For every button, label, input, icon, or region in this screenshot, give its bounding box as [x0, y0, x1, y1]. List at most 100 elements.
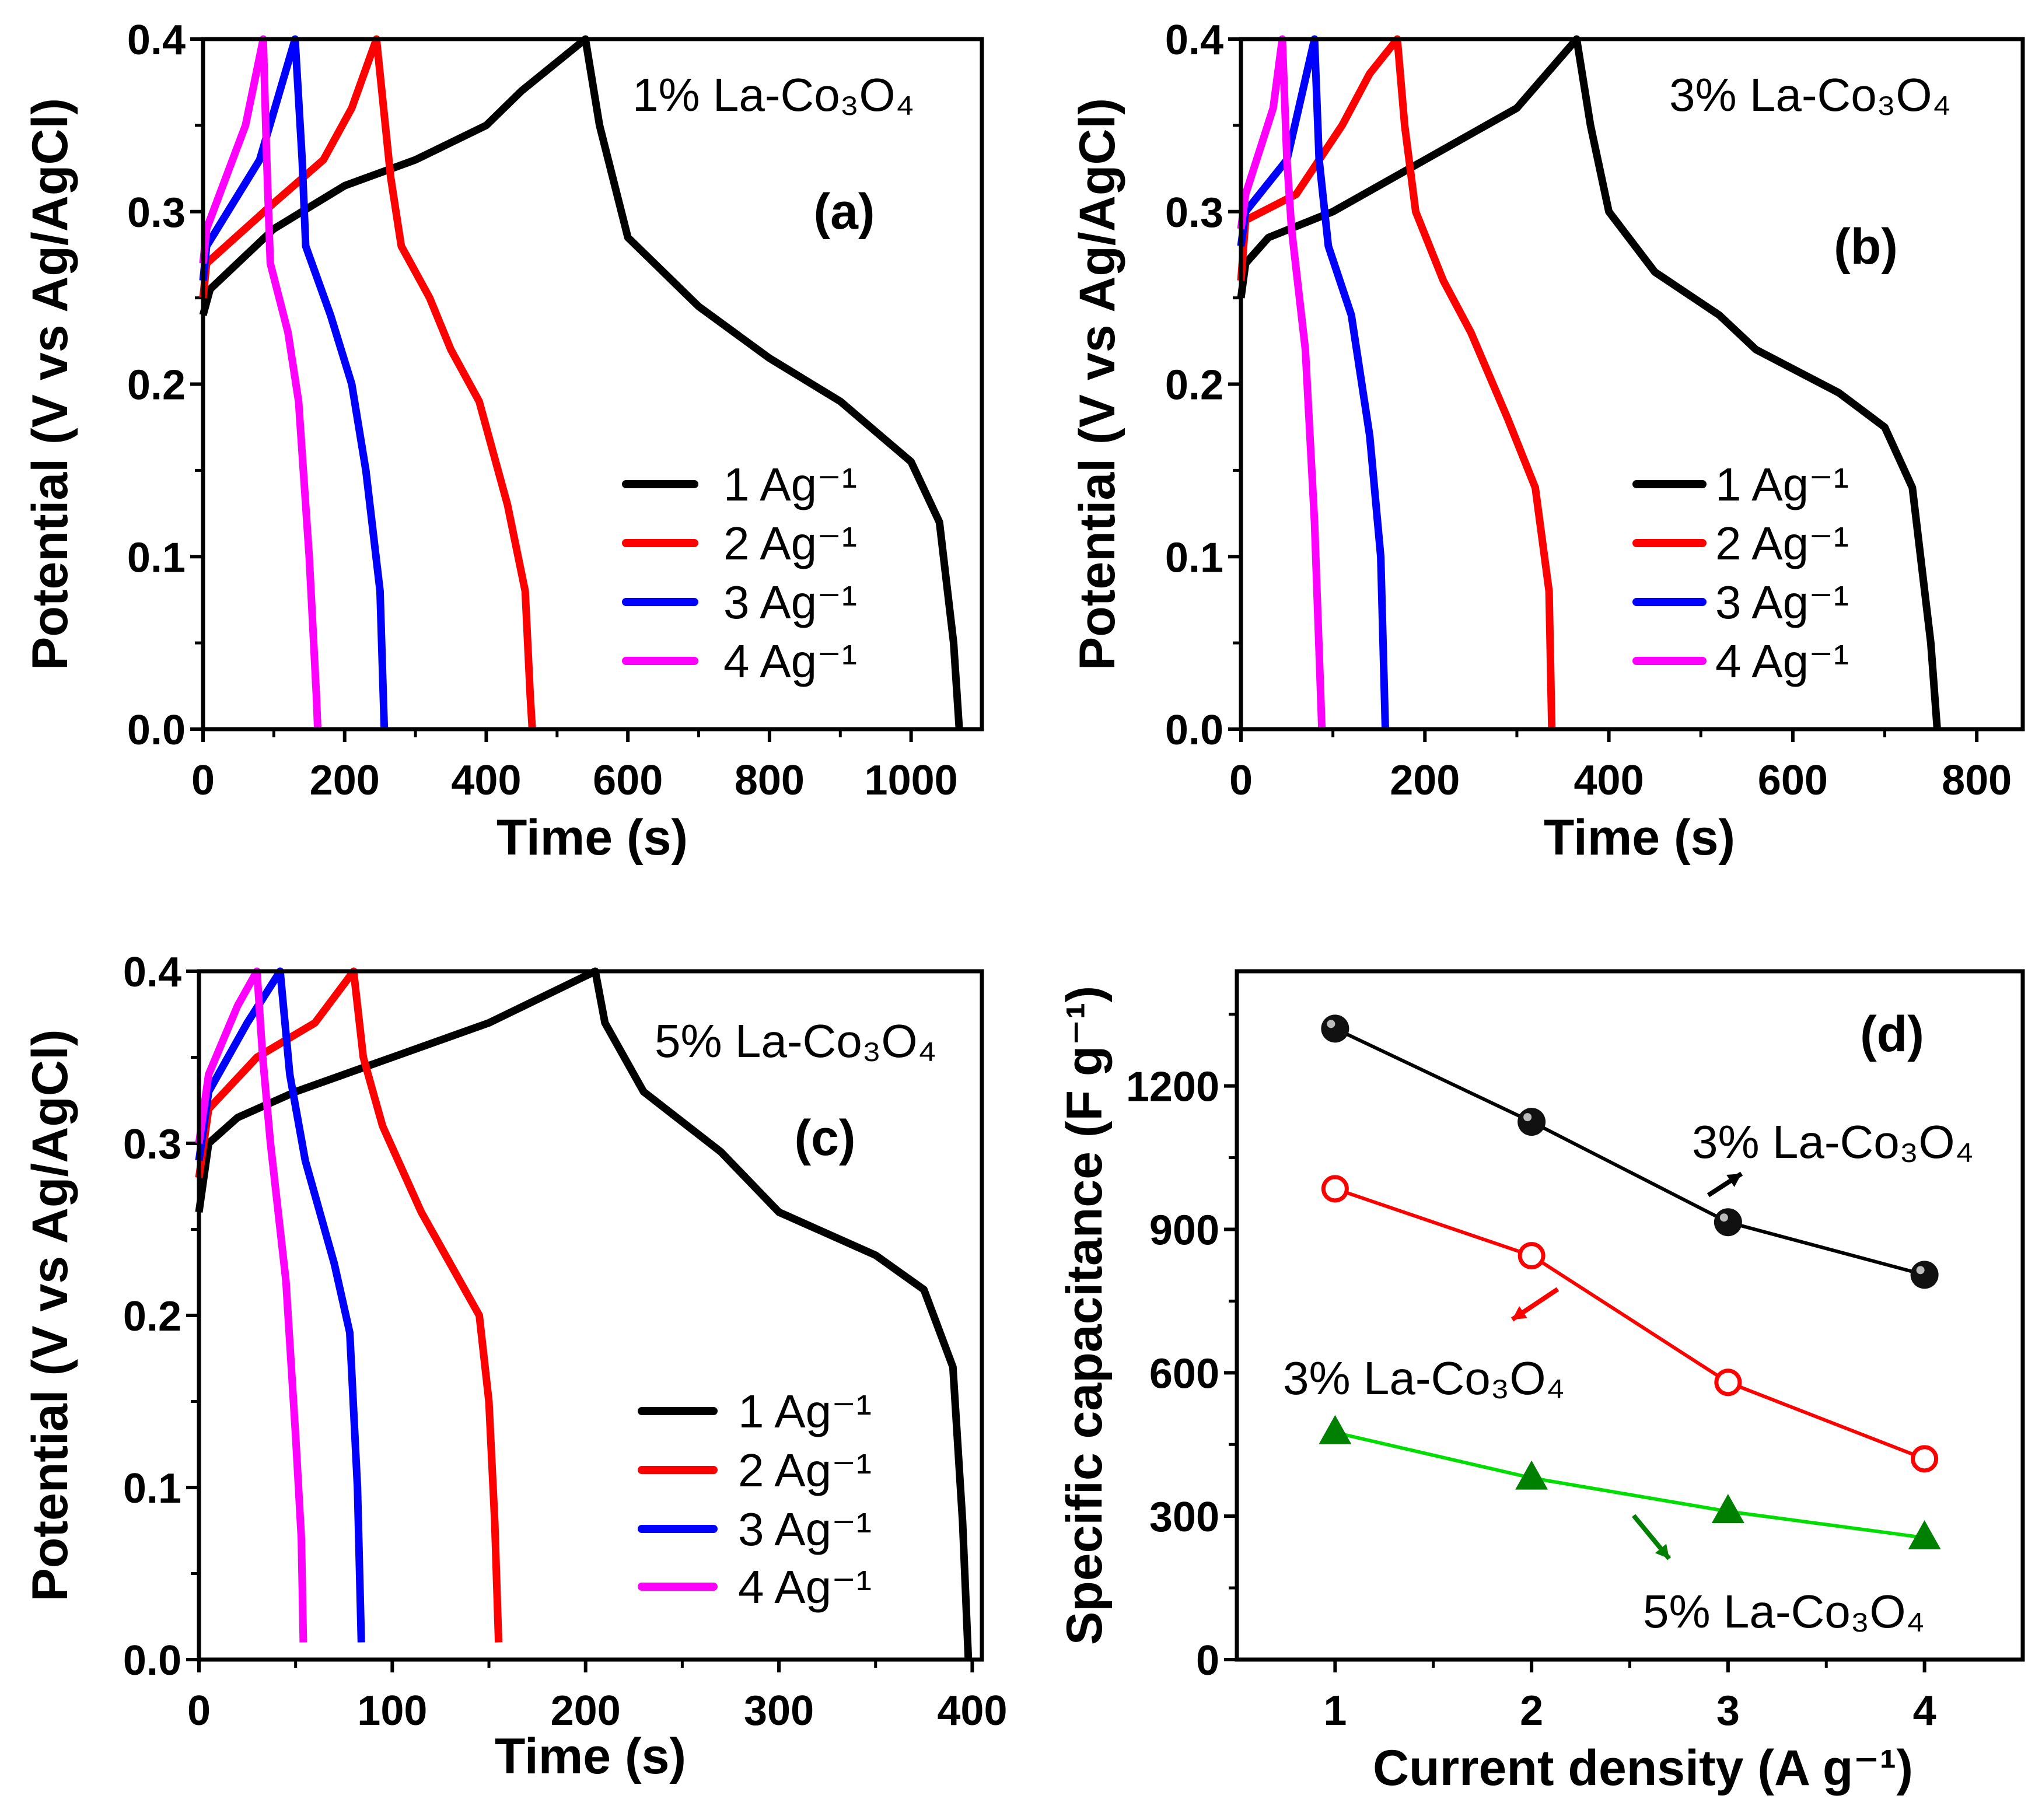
- x-tick-label: 1000: [865, 757, 958, 804]
- x-tick-label: 200: [551, 1688, 621, 1734]
- data-point: [1714, 1208, 1742, 1237]
- series-line-2: [195, 967, 503, 1643]
- x-tick-label: 0: [191, 757, 215, 804]
- x-tick-label: 100: [357, 1688, 427, 1734]
- data-point: [1321, 1175, 1349, 1203]
- x-tick-label: 300: [744, 1688, 814, 1734]
- arrow-head-icon: [1655, 1544, 1669, 1559]
- x-axis-label: Time (s): [496, 810, 688, 866]
- x-tick-label: 0: [1229, 757, 1253, 804]
- panel-label: (b): [1834, 219, 1898, 275]
- x-tick-label: 600: [1758, 757, 1828, 804]
- data-point: [1714, 1368, 1742, 1396]
- series-annotation: 5% La-Co₃O₄: [1643, 1586, 1925, 1637]
- series-line-1: [1237, 35, 1941, 730]
- panel-label: (d): [1860, 1006, 1924, 1062]
- legend-label: 3 Ag⁻¹: [738, 1503, 872, 1555]
- panel-label: (a): [813, 184, 875, 240]
- x-tick-label: 0: [187, 1688, 211, 1734]
- series-line-1: [195, 967, 973, 1660]
- x-axis-label: Time (s): [495, 1728, 686, 1784]
- legend-label: 4 Ag⁻¹: [723, 635, 857, 687]
- y-tick-label: 300: [1149, 1494, 1219, 1541]
- x-tick-label: 800: [735, 757, 805, 804]
- y-tick-label: 0.0: [1165, 707, 1223, 754]
- y-tick-label: 0: [1196, 1637, 1219, 1684]
- x-tick-label: 400: [1574, 757, 1644, 804]
- series-line-4: [1237, 35, 1326, 730]
- legend-label: 1 Ag⁻¹: [738, 1385, 872, 1437]
- arrow-head-icon: [1726, 1174, 1742, 1187]
- panel-c: 0 100 200 300 400 0.0 0.1 0.2 0.3 0.4 1 Ag⁻¹ 2 Ag⁻¹…: [22, 949, 1008, 1784]
- legend-label: 2 Ag⁻¹: [738, 1444, 872, 1496]
- legend-label: 1 Ag⁻¹: [723, 459, 857, 510]
- panel-title: 1% La-Co₃O₄: [632, 69, 914, 121]
- series-line-3: [195, 967, 365, 1643]
- x-tick-label: 200: [1390, 757, 1460, 804]
- series-line-3: [1237, 35, 1389, 730]
- data-point-highlight: [1523, 1113, 1532, 1122]
- y-tick-label: 0.4: [123, 949, 181, 996]
- data-point: [1908, 1520, 1941, 1550]
- panel-title: 3% La-Co₃O₄: [1669, 69, 1951, 121]
- arrow-head-icon: [1512, 1306, 1527, 1320]
- y-tick-label: 0.3: [1165, 190, 1223, 236]
- data-point-highlight: [1719, 1213, 1728, 1222]
- data-point: [1911, 1445, 1939, 1473]
- series-annotation: 3% La-Co₃O₄: [1283, 1352, 1565, 1404]
- series-line-4: [195, 967, 307, 1643]
- x-tick-label: 400: [451, 757, 521, 804]
- x-tick-label: 400: [937, 1688, 1007, 1734]
- data-point: [1517, 1242, 1546, 1270]
- series-annotation: 3% La-Co₃O₄: [1692, 1116, 1974, 1168]
- x-tick-label: 4: [1913, 1688, 1936, 1734]
- series-line-2: [1237, 35, 1556, 730]
- y-tick-label: 0.0: [127, 707, 186, 754]
- series-line-2: [199, 35, 536, 730]
- data-point: [1711, 1493, 1744, 1523]
- series-line-2: [1334, 1187, 1925, 1461]
- y-tick-label: 0.0: [123, 1637, 181, 1684]
- plot-frame: [1235, 969, 2025, 1662]
- x-tick-label: 800: [1942, 757, 2012, 804]
- data-point-highlight: [1327, 1020, 1335, 1028]
- y-tick-label: 0.1: [127, 534, 186, 581]
- y-axis-label: Potential (V vs Ag/AgCl): [22, 1029, 78, 1601]
- data-point: [1319, 1415, 1352, 1444]
- x-tick-label: 200: [310, 757, 380, 804]
- legend-label: 3 Ag⁻¹: [723, 576, 857, 628]
- series-line-1: [1334, 1027, 1925, 1277]
- plot-frame: [197, 969, 984, 1662]
- plot-frame: [1239, 37, 2025, 732]
- x-tick-label: 2: [1520, 1688, 1543, 1734]
- y-tick-label: 0.2: [1165, 362, 1223, 409]
- legend-label: 4 Ag⁻¹: [1715, 635, 1849, 687]
- data-point: [1910, 1261, 1939, 1289]
- panel-a: 0 200 400 600 800 1000 0.0 0.1 0.2 0.3 0.4 1 Ag⁻¹ 2 …: [22, 17, 984, 866]
- data-point: [1515, 1460, 1548, 1490]
- x-tick-label: 1: [1323, 1688, 1347, 1734]
- y-tick-label: 600: [1149, 1350, 1219, 1397]
- y-tick-label: 0.3: [123, 1121, 181, 1168]
- y-axis-label: Specific capacitance (F g⁻¹): [1057, 986, 1113, 1645]
- y-tick-label: 0.4: [1165, 17, 1223, 64]
- y-tick-label: 0.1: [1165, 534, 1223, 581]
- panel-label: (c): [794, 1110, 855, 1166]
- legend-label: 2 Ag⁻¹: [1715, 517, 1849, 569]
- y-tick-label: 900: [1149, 1208, 1219, 1254]
- y-tick-label: 0.1: [123, 1465, 181, 1512]
- y-tick-label: 1200: [1126, 1064, 1219, 1111]
- y-tick-label: 0.3: [127, 190, 186, 236]
- legend-label: 4 Ag⁻¹: [738, 1561, 872, 1613]
- y-tick-label: 0.2: [127, 362, 186, 409]
- series-line-1: [199, 35, 963, 730]
- x-tick-label: 600: [593, 757, 663, 804]
- x-tick-label: 3: [1716, 1688, 1740, 1734]
- panel-b: 0 200 400 600 800 0.0 0.1 0.2 0.3 0.4 1 Ag⁻¹ 2 Ag⁻¹…: [1069, 17, 2025, 866]
- series-line-4: [199, 35, 322, 730]
- legend-label: 3 Ag⁻¹: [1715, 576, 1849, 628]
- y-tick-label: 0.2: [123, 1293, 181, 1340]
- data-point: [1321, 1014, 1349, 1043]
- panel-d: 1 2 3 4 0 300 600 900 1200 (d) Current density (A …: [1057, 969, 2025, 1796]
